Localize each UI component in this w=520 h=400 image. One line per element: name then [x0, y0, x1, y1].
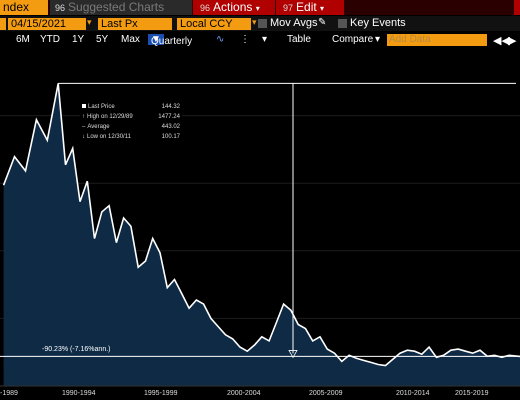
arrow-down-icon [288, 350, 298, 359]
x-tick: 1990-1994 [62, 390, 96, 397]
window-edge-tab [514, 0, 520, 15]
compare-dropdown-icon[interactable]: ▾ [375, 34, 381, 45]
chart-type-dropdown-icon[interactable]: ⋮ [240, 34, 250, 45]
key-events-label: Key Events [350, 17, 406, 29]
key-events-checkbox[interactable] [338, 19, 347, 28]
chevron-down-icon: ▾ [320, 4, 325, 13]
frequency-label: Quarterly [151, 36, 193, 47]
compare-button[interactable]: Compare [332, 34, 374, 45]
frequency-select[interactable]: Quarterly ▼ [148, 34, 192, 47]
suggested-label: Suggested Charts [68, 0, 165, 14]
period-1y[interactable]: 1Y [72, 34, 85, 45]
price-line [2, 83, 520, 367]
chart-type-icon[interactable]: ∿ [216, 34, 225, 45]
x-tick: 1995-1999 [144, 390, 178, 397]
legend-high-label: High on 12/29/89 [87, 114, 133, 120]
currency-select[interactable]: Local CCY [177, 18, 251, 30]
add-data-input[interactable]: Add Data [387, 34, 487, 46]
x-tick: 2000-2004 [227, 390, 261, 397]
edit-menu[interactable]: 97 Edit ▾ [276, 0, 344, 15]
last-price-swatch-icon [82, 104, 86, 109]
period-ytd[interactable]: YTD [40, 34, 60, 45]
chevron-down-icon[interactable]: ▾ [262, 34, 268, 45]
legend-average-label: Average [87, 124, 110, 130]
x-tick: 2005-2009 [309, 390, 343, 397]
security-tab[interactable]: ndex [0, 0, 48, 15]
actions-menu[interactable]: 96 Actions ▾ [193, 0, 275, 15]
actions-label: Actions [213, 0, 253, 14]
legend-low-label: Low on 12/30/11 [87, 134, 131, 140]
legend-high-value: 1477.24 [158, 114, 180, 120]
x-tick: -1989 [0, 390, 18, 397]
dash-icon: – [82, 124, 86, 130]
legend-low: ↓ Low on 12/30/11 100.17 [82, 134, 180, 141]
pencil-icon[interactable]: ✎ [318, 17, 327, 28]
actions-number: 96 [200, 3, 211, 13]
currency-dropdown-icon[interactable]: ▾ [252, 17, 257, 27]
legend-average-value: 443.02 [161, 124, 180, 130]
legend-low-value: 100.17 [161, 134, 180, 140]
period-5y[interactable]: 5Y [96, 34, 109, 45]
x-tick: 2010-2014 [396, 390, 430, 397]
edit-label: Edit [296, 0, 317, 14]
arrow-down-icon: ↓ [82, 134, 85, 140]
legend-last-label: Last Price [88, 104, 115, 110]
scroll-left-icon[interactable]: ◀◀ [493, 35, 510, 47]
chart-legend: Last Price 144.32 ↑ High on 12/29/89 1477.2… [80, 102, 182, 144]
calendar-dropdown-icon[interactable]: ▾ [87, 17, 92, 27]
date-field[interactable]: 04/15/2021 [8, 18, 86, 30]
top-menu-bar: ndex 96 Suggested Charts 96 Actions ▾ 97 Ed… [0, 0, 520, 15]
scroll-right-icon[interactable]: ▶ [508, 35, 517, 47]
mov-avgs-checkbox[interactable] [258, 19, 267, 28]
edit-number: 97 [283, 3, 294, 13]
x-tick: 2015-2019 [455, 390, 489, 397]
legend-average: – Average 443.02 [82, 124, 180, 131]
suggested-charts-tab[interactable]: 96 Suggested Charts [50, 0, 192, 15]
legend-last-value: 144.32 [161, 104, 180, 110]
performance-annotation: -90.23% (-7.16%ann.) [42, 346, 111, 353]
chevron-down-icon: ▾ [255, 4, 260, 13]
price-field-select[interactable]: Last Px [98, 18, 172, 30]
range-start-field[interactable] [0, 18, 6, 30]
mov-avgs-label: Mov Avgs [270, 17, 318, 29]
legend-last: Last Price 144.32 [82, 104, 180, 111]
control-bar: 04/15/2021 ▾ Last Px Local CCY ▾ Mov Avg… [0, 16, 520, 31]
toolbar: 6M YTD 1Y 5Y Max Quarterly ▼ ∿ ⋮ ▾ Table… [0, 32, 520, 47]
period-max[interactable]: Max [121, 34, 140, 45]
suggested-number: 96 [55, 3, 66, 13]
period-6m[interactable]: 6M [16, 34, 30, 45]
price-area [3, 83, 520, 386]
legend-high: ↑ High on 12/29/89 1477.24 [82, 114, 180, 121]
table-button[interactable]: Table [287, 34, 311, 45]
arrow-up-icon: ↑ [82, 114, 85, 120]
